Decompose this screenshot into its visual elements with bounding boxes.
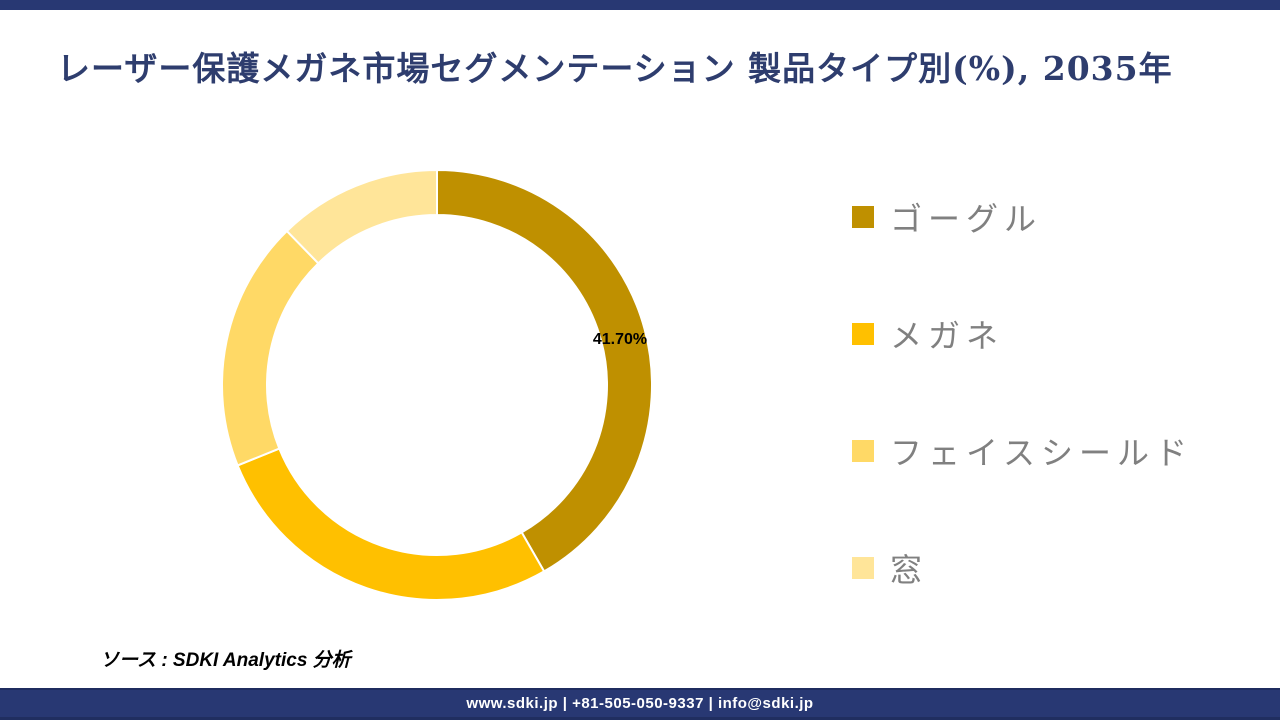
legend: ゴーグル メガネ フェイスシールド 窓 bbox=[852, 199, 1252, 667]
footer-contact: www.sdki.jp | +81-505-050-9337 | info@sd… bbox=[466, 695, 814, 712]
donut-segment-goggles bbox=[436, 168, 653, 573]
legend-item-window: 窓 bbox=[852, 550, 1252, 588]
top-bar bbox=[0, 0, 1280, 10]
legend-item-glasses: メガネ bbox=[852, 316, 1252, 354]
legend-label-glasses: メガネ bbox=[890, 318, 1005, 354]
chart-title: レーザー保護メガネ市場セグメンテーション 製品タイプ別(%), 2035年 bbox=[57, 49, 1173, 88]
source-note: ソース : SDKI Analytics 分析 bbox=[100, 650, 351, 671]
legend-item-face-shield: フェイスシールド bbox=[852, 433, 1252, 471]
legend-swatch-window bbox=[852, 557, 874, 579]
legend-label-window: 窓 bbox=[890, 552, 929, 588]
legend-label-goggles: ゴーグル bbox=[890, 201, 1043, 237]
donut-chart bbox=[187, 135, 687, 635]
data-label-goggles: 41.70% bbox=[592, 331, 648, 348]
legend-swatch-glasses bbox=[852, 323, 874, 345]
donut-segment-glasses bbox=[236, 447, 546, 601]
footer-bar: www.sdki.jp | +81-505-050-9337 | info@sd… bbox=[0, 688, 1280, 720]
donut-segment-face-shield bbox=[221, 229, 320, 467]
donut-segment-window bbox=[285, 168, 438, 265]
legend-swatch-goggles bbox=[852, 206, 874, 228]
legend-label-face-shield: フェイスシールド bbox=[890, 435, 1194, 471]
legend-item-goggles: ゴーグル bbox=[852, 199, 1252, 237]
legend-swatch-face-shield bbox=[852, 440, 874, 462]
donut-chart-svg bbox=[221, 168, 653, 601]
